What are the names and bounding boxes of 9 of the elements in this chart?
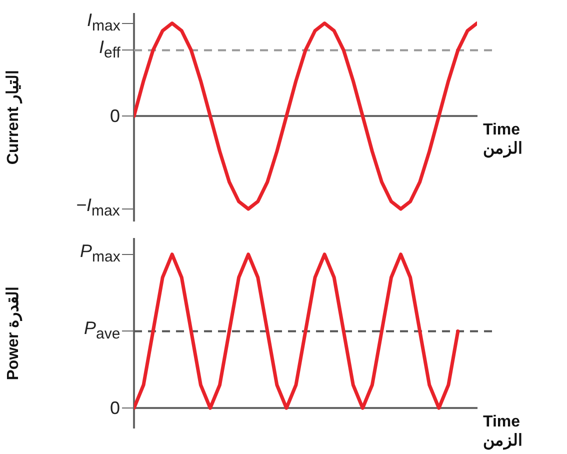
y-axis-title: Current التيار [5,70,24,165]
text: −I$_{max}$ [76,195,120,222]
text: 0 [110,106,120,126]
ref-line-label: P$_{ave}$ [84,318,120,344]
text: P$_{max}$ [80,240,120,266]
text: I$_{max}$ [87,10,120,36]
y-axis-title: Power القدرة [5,286,24,380]
text: 0 [110,398,120,418]
ref-line-label: I$_{eff}$ [99,36,120,62]
